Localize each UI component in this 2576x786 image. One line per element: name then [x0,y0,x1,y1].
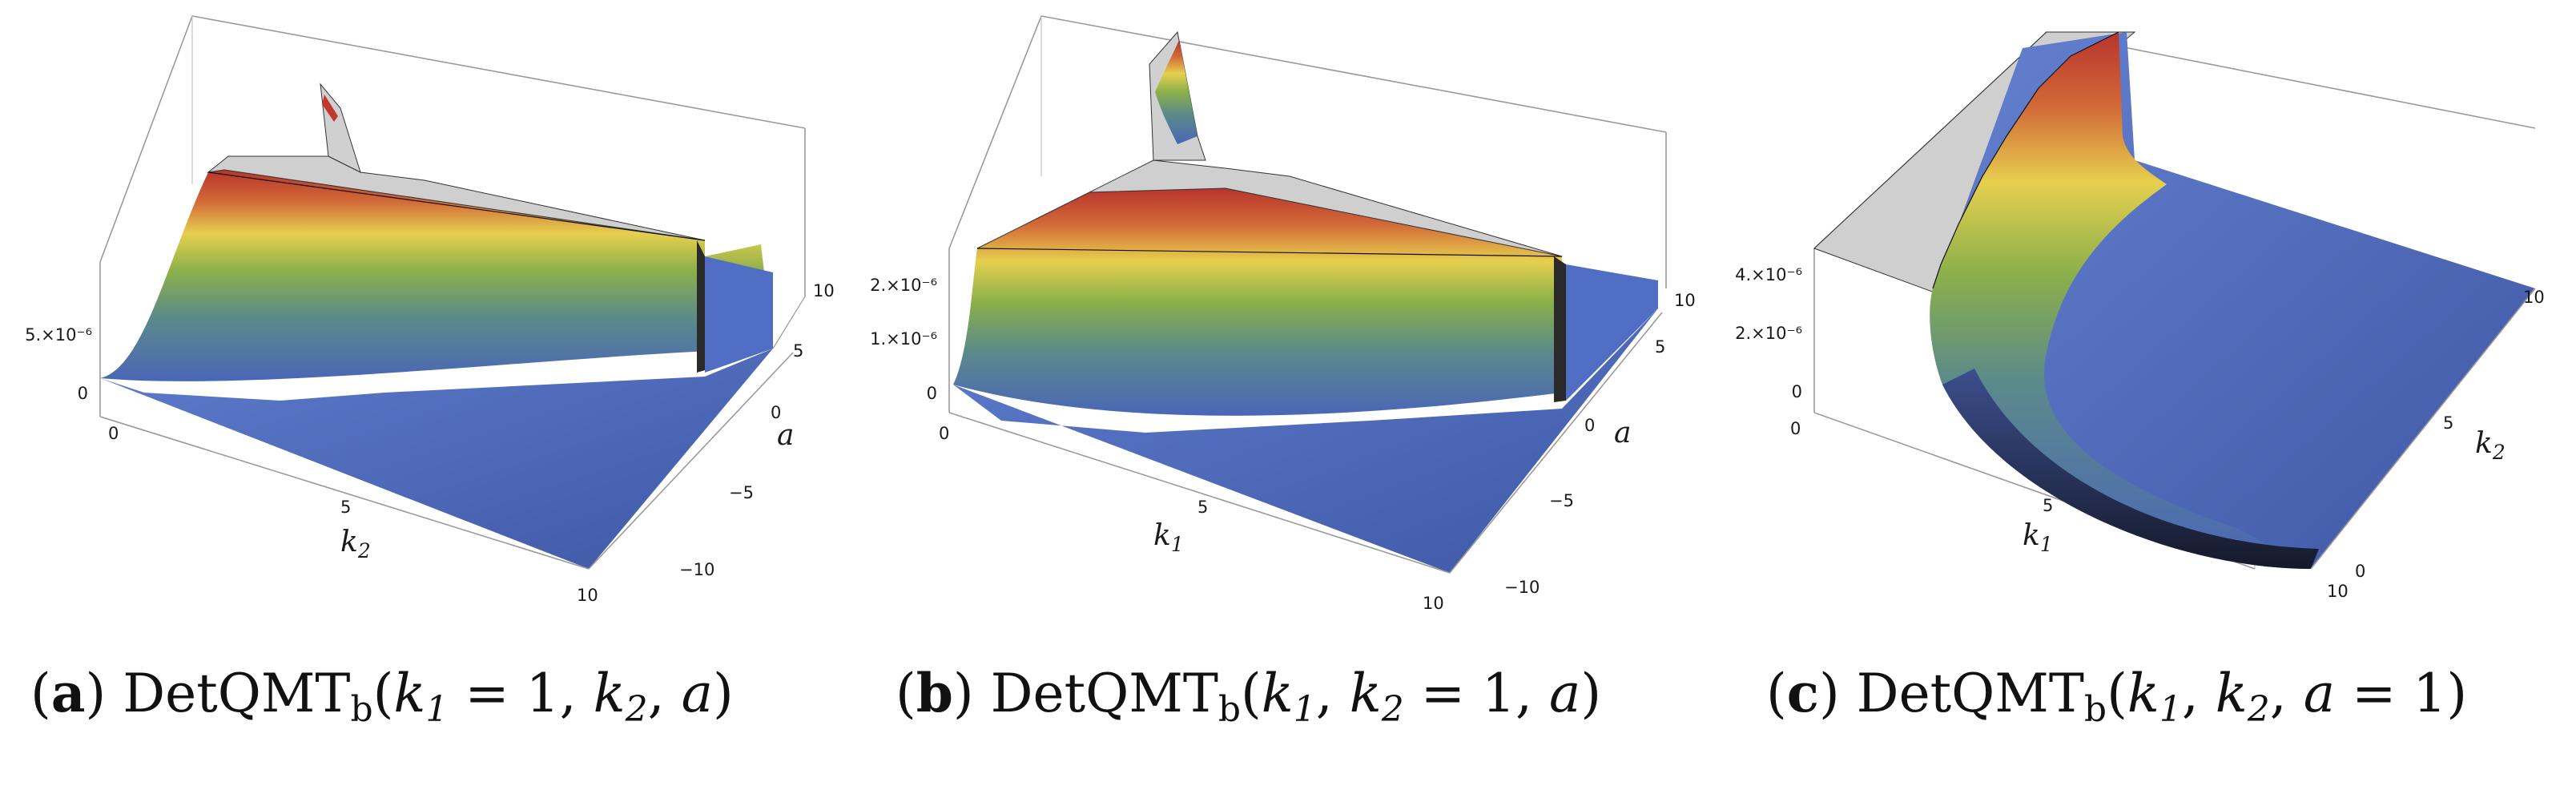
x-tick: 5 [1197,498,1208,517]
surface-a [100,83,773,569]
y-tick: −10 [679,560,714,579]
z-tick: 0 [1792,382,1802,401]
x-axis-ticks: 0 5 10 [1790,419,2349,601]
x-tick: 10 [577,586,598,605]
y-axis-label: a [1614,417,1631,449]
panel-a-plot: 5.×10⁻⁶ 0 0 5 10 k2 10 5 0 −5 −10 a [24,15,835,625]
z-tick: 0 [78,384,88,403]
y-tick: 10 [1674,291,1696,310]
z-tick: 5.×10⁻⁶ [25,325,92,345]
y-tick: −5 [729,483,754,502]
caption-a: (a) DetQMTb(k1 = 1, k2, a) [30,662,734,730]
surface-b [953,30,1658,573]
z-axis-ticks: 4.×10⁻⁶ 2.×10⁻⁶ 0 [1735,265,1802,401]
surface-plot-b: 2.×10⁻⁶ 1.×10⁻⁶ 0 0 5 10 k1 10 5 0 −5 −1… [870,15,1696,613]
z-tick: 1.×10⁻⁶ [870,329,937,349]
y-axis-ticks: 10 5 0 [2355,288,2545,581]
y-tick: 0 [2355,562,2365,581]
x-tick: 5 [340,498,351,517]
z-axis-ticks: 5.×10⁻⁶ 0 [25,325,92,403]
x-axis-label: k1 [1153,519,1184,556]
x-tick: 0 [108,424,119,443]
y-axis-ticks: 10 5 0 −5 −10 [679,281,835,579]
y-tick: 5 [793,341,803,361]
surface-plot-c: 4.×10⁻⁶ 2.×10⁻⁶ 0 0 5 10 k1 10 5 0 k2 [1735,31,2545,601]
x-tick: 0 [939,424,949,443]
y-tick: 5 [2443,413,2453,433]
y-tick: −5 [1549,491,1574,510]
z-tick: 2.×10⁻⁶ [1735,324,1802,343]
y-axis-ticks: 10 5 0 −5 −10 [1504,291,1696,597]
y-axis-label: a [777,419,794,452]
caption-b: (b) DetQMTb(k1, k2 = 1, a) [896,662,1602,730]
x-tick: 0 [1790,419,1801,438]
x-tick: 10 [1423,594,1444,613]
panel-c-plot: 4.×10⁻⁶ 2.×10⁻⁶ 0 0 5 10 k1 10 5 0 k2 [1735,16,2559,625]
front-edges [2310,288,2536,570]
x-tick: 10 [2327,582,2349,601]
front-edges [948,312,1663,574]
x-axis-ticks: 0 5 10 [108,424,598,605]
panel-b-plot: 2.×10⁻⁶ 1.×10⁻⁶ 0 0 5 10 k1 10 5 0 −5 −1… [870,15,1696,625]
x-axis-label: k1 [2023,519,2053,556]
x-axis-label: k2 [340,526,371,562]
y-tick: −10 [1504,578,1540,597]
z-axis-ticks: 2.×10⁻⁶ 1.×10⁻⁶ 0 [870,276,937,403]
surface-plot-a: 5.×10⁻⁶ 0 0 5 10 k2 10 5 0 −5 −10 a [25,15,835,605]
y-axis-label: k2 [2475,427,2506,464]
y-tick: 10 [2523,288,2545,307]
front-edges [99,352,794,570]
x-axis-ticks: 0 5 10 [939,424,1444,613]
y-tick: 5 [1655,337,1665,357]
caption-c: (c) DetQMTb(k1, k2, a = 1) [1766,662,2468,730]
z-tick: 0 [927,384,937,403]
y-tick: 0 [1584,416,1595,435]
x-tick: 5 [2043,496,2053,515]
y-tick: 0 [771,403,781,422]
surface-c [1813,31,2535,569]
z-tick: 4.×10⁻⁶ [1735,265,1802,284]
z-tick: 2.×10⁻⁶ [870,276,937,295]
y-tick: 10 [813,281,835,300]
